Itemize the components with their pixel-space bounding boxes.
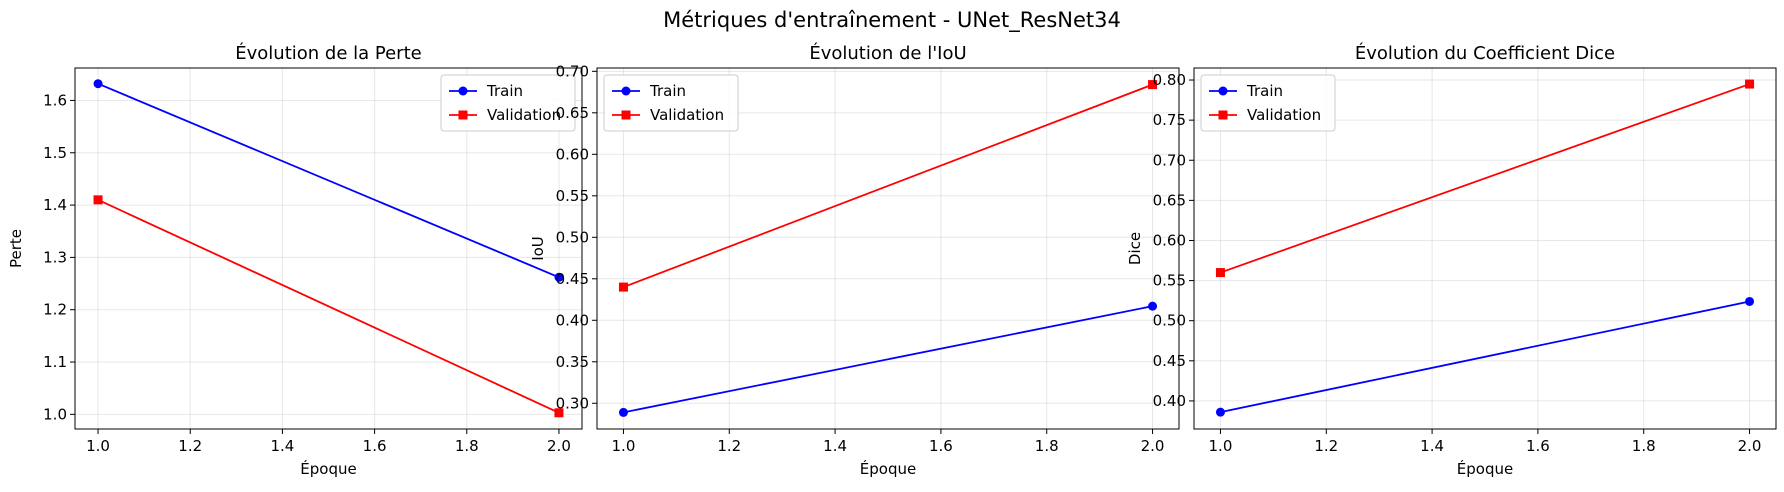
x-tick-label: 1.6 bbox=[1526, 437, 1550, 455]
y-tick-label: 0.70 bbox=[556, 62, 589, 80]
x-tick-label: 1.0 bbox=[612, 437, 636, 455]
x-tick-label: 1.0 bbox=[1209, 437, 1233, 455]
x-tick-label: 1.2 bbox=[1314, 437, 1338, 455]
x-axis-label: Époque bbox=[300, 459, 356, 478]
plot-frame bbox=[596, 67, 1180, 430]
x-axis-label: Époque bbox=[1457, 459, 1513, 478]
y-tick-label: 0.40 bbox=[556, 311, 589, 329]
x-tick-label: 1.4 bbox=[270, 437, 294, 455]
chart-title: Évolution de l'IoU bbox=[809, 42, 966, 64]
series-line-train bbox=[1220, 300, 1750, 414]
chart-title: Évolution du Coefficient Dice bbox=[1355, 42, 1615, 64]
y-tick-label: 0.30 bbox=[556, 394, 589, 412]
figure-suptitle: Métriques d'entraînement - UNet_ResNet34 bbox=[663, 8, 1121, 33]
legend-marker-validation bbox=[621, 110, 631, 120]
y-tick-label: 0.50 bbox=[556, 228, 589, 246]
x-tick-label: 1.4 bbox=[823, 437, 847, 455]
data-point-validation bbox=[554, 408, 564, 418]
y-tick-label: 0.45 bbox=[556, 270, 589, 288]
y-tick-label: 1.3 bbox=[43, 248, 67, 266]
x-tick-label: 1.2 bbox=[717, 437, 741, 455]
legend-marker-validation bbox=[458, 110, 468, 120]
data-point-validation bbox=[1215, 268, 1225, 278]
charts: 1.0 1.2 1.4 1.6 1.8 2.0 1.0 1.1 1.2 1.3 1.4 1.5 1.6 É… bbox=[7, 42, 1777, 478]
x-axis-label: Époque bbox=[860, 459, 916, 478]
series-line-validation bbox=[623, 83, 1153, 288]
series-line-validation bbox=[97, 199, 560, 414]
data-point-validation bbox=[93, 195, 103, 205]
data-point-train bbox=[1148, 301, 1158, 311]
y-tick-label: 0.70 bbox=[1153, 151, 1186, 169]
x-tick-label: 2.0 bbox=[1141, 437, 1165, 455]
y-tick-label: 0.60 bbox=[1153, 231, 1186, 249]
y-tick-label: 0.55 bbox=[1153, 272, 1186, 290]
x-tick-label: 1.6 bbox=[929, 437, 953, 455]
plot-frame bbox=[74, 67, 583, 430]
data-point-validation bbox=[1148, 80, 1158, 90]
series-line-validation bbox=[1220, 83, 1750, 274]
data-point-train bbox=[618, 407, 628, 417]
y-tick-label: 0.75 bbox=[1153, 111, 1186, 129]
y-tick-label: 0.80 bbox=[1153, 71, 1186, 89]
x-tick-label: 1.8 bbox=[455, 437, 479, 455]
legend: Train Validation bbox=[1200, 74, 1336, 132]
data-point-validation bbox=[618, 282, 628, 292]
y-axis-label: Perte bbox=[7, 229, 25, 268]
y-tick-label: 0.45 bbox=[1153, 352, 1186, 370]
data-point-train bbox=[93, 79, 103, 89]
chart-panel-3: 1.0 1.2 1.4 1.6 1.8 2.0 0.40 0.45 0.50 0.55 0.60 0.… bbox=[1126, 42, 1777, 478]
legend-box bbox=[1200, 74, 1336, 132]
plot-frame bbox=[1193, 67, 1777, 430]
x-tick-label: 1.4 bbox=[1420, 437, 1444, 455]
x-tick-label: 1.8 bbox=[1035, 437, 1059, 455]
legend: Train Validation bbox=[440, 74, 576, 132]
legend-marker-train bbox=[458, 86, 468, 96]
legend-label-train: Train bbox=[1246, 82, 1283, 100]
legend-box bbox=[440, 74, 576, 132]
legend-label-train: Train bbox=[486, 82, 523, 100]
legend-label-train: Train bbox=[649, 82, 686, 100]
x-tick-label: 2.0 bbox=[547, 437, 571, 455]
legend-label-validation: Validation bbox=[487, 106, 561, 124]
data-point-train bbox=[1745, 296, 1755, 306]
y-tick-label: 0.40 bbox=[1153, 392, 1186, 410]
x-tick-label: 1.8 bbox=[1632, 437, 1656, 455]
data-point-train bbox=[554, 272, 564, 282]
legend-marker-train bbox=[1218, 86, 1228, 96]
x-tick-label: 1.6 bbox=[363, 437, 387, 455]
series-line-train bbox=[623, 305, 1153, 414]
y-axis-label: Dice bbox=[1126, 232, 1144, 265]
legend-box bbox=[603, 74, 739, 132]
y-tick-label: 1.6 bbox=[43, 91, 67, 109]
series-line-train bbox=[97, 82, 560, 279]
y-tick-label: 1.2 bbox=[43, 301, 67, 319]
legend-marker-train bbox=[621, 86, 631, 96]
y-tick-label: 1.5 bbox=[43, 144, 67, 162]
y-tick-label: 1.0 bbox=[43, 405, 67, 423]
y-tick-label: 0.65 bbox=[1153, 191, 1186, 209]
data-point-validation bbox=[1745, 79, 1755, 89]
chart-panel-2: 1.0 1.2 1.4 1.6 1.8 2.0 0.30 0.35 0.40 0.45 0.50 0.… bbox=[529, 42, 1180, 478]
y-tick-label: 1.4 bbox=[43, 196, 67, 214]
legend: Train Validation bbox=[603, 74, 739, 132]
legend-label-validation: Validation bbox=[1247, 106, 1321, 124]
x-tick-label: 1.0 bbox=[86, 437, 110, 455]
y-tick-label: 0.60 bbox=[556, 145, 589, 163]
y-tick-label: 0.50 bbox=[1153, 312, 1186, 330]
y-axis-label: IoU bbox=[529, 236, 547, 261]
legend-label-validation: Validation bbox=[650, 106, 724, 124]
x-tick-label: 1.2 bbox=[178, 437, 202, 455]
chart-panel-1: 1.0 1.2 1.4 1.6 1.8 2.0 1.0 1.1 1.2 1.3 1.4 1.5 1.6 É… bbox=[7, 42, 583, 478]
chart-title: Évolution de la Perte bbox=[235, 42, 421, 64]
y-tick-label: 0.65 bbox=[556, 104, 589, 122]
y-tick-label: 0.55 bbox=[556, 187, 589, 205]
y-tick-label: 1.1 bbox=[43, 353, 67, 371]
y-tick-label: 0.35 bbox=[556, 353, 589, 371]
x-tick-label: 2.0 bbox=[1738, 437, 1762, 455]
data-point-train bbox=[1215, 407, 1225, 417]
legend-marker-validation bbox=[1218, 110, 1228, 120]
